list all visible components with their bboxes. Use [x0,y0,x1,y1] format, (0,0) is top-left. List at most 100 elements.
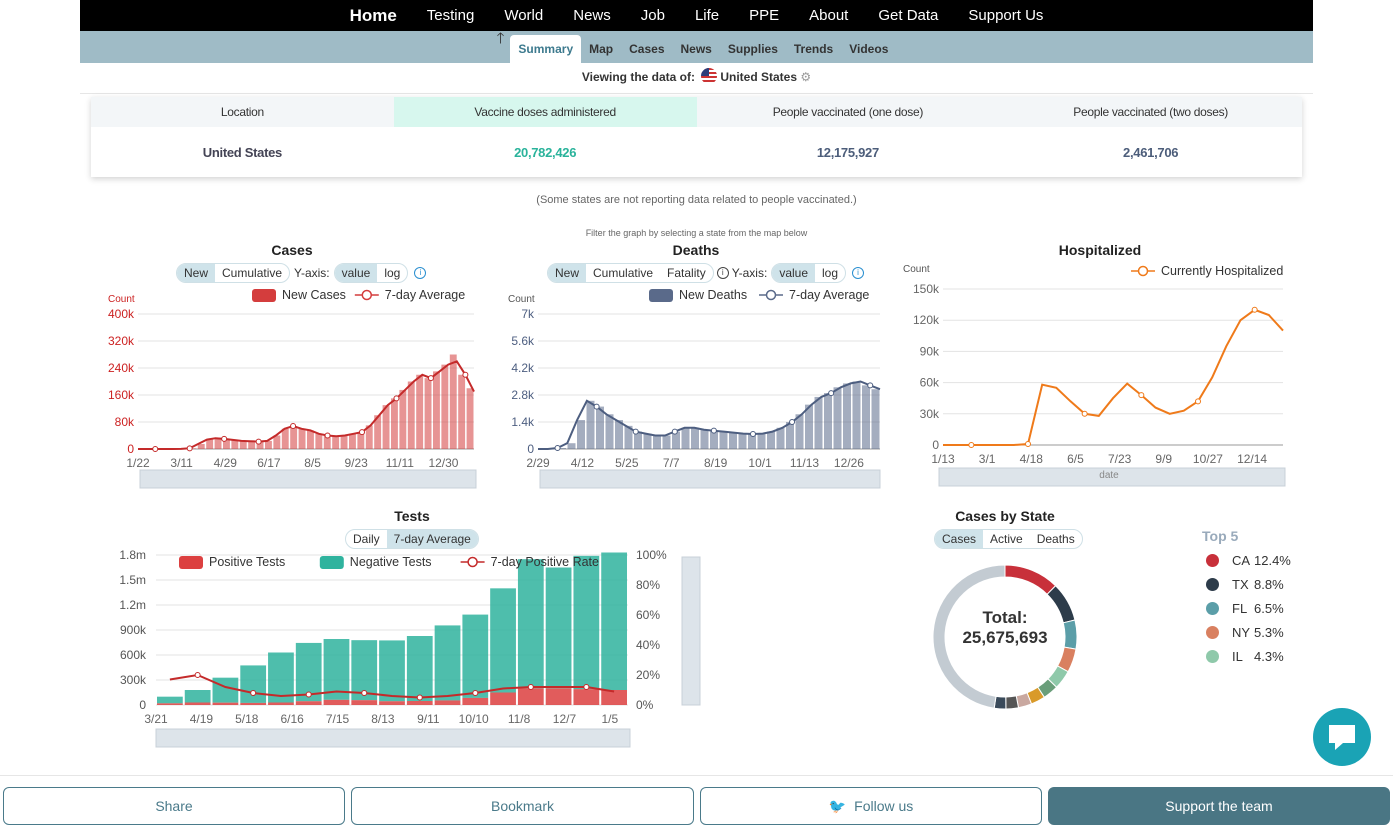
nav-ppe[interactable]: PPE [734,0,794,31]
y-tick-label: 1.2m [119,598,146,612]
tab-trends[interactable]: Trends [786,35,841,63]
bar [691,428,699,449]
nav-job[interactable]: Job [626,0,680,31]
nav-support-us[interactable]: Support Us [953,0,1058,31]
state-donut-chart[interactable]: Total:25,675,693 [920,552,1090,722]
x-tick-label: 9/11 [417,712,440,726]
data-point [1026,441,1031,446]
x-tick-label: 8/13 [371,712,395,726]
donut-total-label: Total: [982,608,1027,627]
bar [606,414,614,449]
nav-world[interactable]: World [489,0,558,31]
bar [215,438,222,449]
data-point [633,429,638,434]
vaccine-table: Location Vaccine doses administered Peop… [91,97,1302,177]
deaths-cumulative-toggle[interactable]: Cumulative [586,264,660,282]
deaths-new-toggle[interactable]: New [548,264,586,282]
chat-button[interactable] [1313,708,1371,766]
bar [425,378,432,449]
negative-bar [490,588,516,692]
bar [777,428,785,449]
donut-slice [1063,620,1077,649]
bar [240,441,247,449]
bar [739,434,747,449]
tab-supplies[interactable]: Supplies [720,35,786,63]
axis-unit-label: Count [903,264,930,275]
state-active-toggle[interactable]: Active [983,530,1030,548]
data-point [187,446,192,451]
negative-bar [518,559,544,688]
share-button[interactable]: Share [3,787,345,825]
sub-nav: 🡑 Summary Map Cases News Supplies Trends… [80,31,1313,63]
data-point [362,691,367,696]
bar [682,428,690,449]
y2-tick-label: 80% [636,578,660,592]
positive-bar [573,689,599,705]
deaths-log-toggle[interactable]: log [815,264,845,282]
x-tick-label: 10/27 [1193,452,1223,466]
zoom-slider [156,729,630,747]
nav-about[interactable]: About [794,0,863,31]
settings-gear-icon[interactable]: ⚙ [800,70,811,84]
x-tick-label: 1/5 [602,712,619,726]
cases-value-toggle[interactable]: value [335,264,378,282]
deaths-info-icon[interactable]: i [852,267,864,279]
cases-new-toggle[interactable]: New [177,264,215,282]
top5-dot-ny [1206,626,1219,639]
tab-news[interactable]: News [673,35,720,63]
bar [824,393,832,449]
bar [399,390,406,449]
bar [568,443,576,449]
state-cases-toggle[interactable]: Cases [935,530,983,548]
y-tick-label: 0 [527,442,534,456]
tab-summary[interactable]: Summary [510,35,581,63]
bar [720,432,728,449]
legend-marker [767,291,776,300]
bar [758,434,766,449]
nav-testing[interactable]: Testing [412,0,490,31]
cases-log-toggle[interactable]: log [377,264,407,282]
data-point [463,372,468,377]
bar [834,387,842,449]
tests-chart[interactable]: 0300k600k900k1.2m1.5m1.8m0%20%40%60%80%1… [100,545,710,750]
support-team-button[interactable]: Support the team [1048,787,1390,825]
tab-map[interactable]: Map [581,35,621,63]
viewing-location-name[interactable]: United States [720,70,797,84]
data-point [417,695,422,700]
bar [653,436,661,450]
positive-bar [435,700,461,705]
positive-bar [351,700,377,705]
nav-get-data[interactable]: Get Data [863,0,953,31]
bar [416,375,423,449]
state-deaths-toggle[interactable]: Deaths [1030,530,1082,548]
bookmark-button[interactable]: Bookmark [351,787,694,825]
nav-life[interactable]: Life [680,0,734,31]
nav-news[interactable]: News [558,0,626,31]
bar [587,401,595,449]
fatality-info-icon[interactable]: i [717,267,729,279]
table-row: United States 20,782,426 12,175,927 2,46… [91,127,1302,177]
cases-cumulative-toggle[interactable]: Cumulative [215,264,289,282]
deaths-value-toggle[interactable]: value [772,264,815,282]
follow-button[interactable]: 🐦Follow us [700,787,1042,825]
cases-info-icon[interactable]: i [414,267,426,279]
top5-pct: 8.8% [1254,577,1284,592]
data-point [584,685,589,690]
cases-scale-toggle: value log [334,263,409,283]
tab-cases[interactable]: Cases [621,35,672,63]
zoom-slider [540,470,880,488]
x-tick-label: 3/1 [979,452,996,466]
positive-bar [185,703,211,706]
nav-home[interactable]: Home [335,0,412,31]
tab-videos[interactable]: Videos [841,35,896,63]
deaths-fatality-toggle[interactable]: Fatality [660,264,713,282]
arrow-up-icon[interactable]: 🡑 [497,28,511,63]
